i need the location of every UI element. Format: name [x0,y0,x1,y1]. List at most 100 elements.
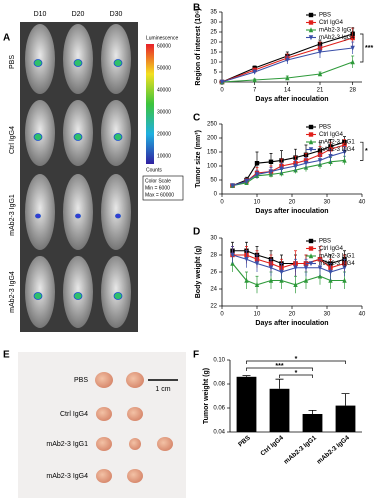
x-tick-label: 30 [324,312,331,318]
luminescence-spot [73,59,83,67]
luminescence-spot [35,213,41,219]
mouse-image [63,100,93,166]
mouse-image [63,174,93,250]
marker [252,77,257,83]
luminescence-spot [113,292,123,300]
day-label: D20 [72,11,85,18]
x-tick-label: 0 [220,88,224,94]
annotation: *** [365,45,373,52]
y-tick-label: 30 [210,20,217,26]
x-tick-label: mAb2-3 IgG1 [283,434,319,465]
group-label: PBS [9,55,16,69]
marker [350,45,355,51]
legend-marker [308,147,314,153]
marker [268,159,274,164]
y-tick-label: 150 [207,150,218,156]
legend-label: Ctrl IgG4 [319,246,344,252]
charts: 0 5 10 15 20 25 30 35 Region of interest (10⁶)B 0… [193,3,373,466]
marker [230,183,235,189]
marker [350,59,355,65]
marker [328,154,333,159]
legend-marker [308,261,314,267]
luminescence-spot [75,213,81,219]
marker [317,158,323,164]
y-tick-label: 5 [214,70,218,76]
marker [303,265,309,271]
marker [293,163,298,169]
colorbar-tick: 10000 [157,153,171,159]
mouse-image [101,174,131,250]
x-tick-label: 20 [289,200,296,206]
colorbar-tick: 30000 [157,109,171,115]
mouse-image [25,100,55,166]
marker [254,282,260,287]
y-tick-label: 28 [210,253,217,259]
y-tick-label: 30 [210,236,217,242]
marker [244,257,249,262]
colorbar-tick: 40000 [157,87,171,93]
y-tick-label: 0 [214,80,218,86]
y-tick-label: 0 [214,192,218,198]
mouse-image [25,24,55,94]
y-tick-label: 50 [210,178,217,184]
group-label: Ctrl IgG4 [60,411,88,418]
tumor-photo [96,407,112,421]
legend-marker [308,253,314,259]
mouse-image [101,256,131,328]
error-bar [308,410,317,414]
tumor-photo [126,372,144,388]
y-tick-label: 0.06 [213,406,225,412]
luminescence-spot [113,59,123,67]
y-tick-label: 24 [210,287,217,293]
significance-bracket [360,33,364,63]
legend-marker [308,139,314,145]
luminescence-spot [73,292,83,300]
x-tick-label: 7 [253,88,257,94]
y-tick-label: 0.04 [213,430,225,436]
x-tick-label: 40 [359,312,366,318]
marker [244,277,249,283]
series-line [232,141,345,187]
y-tick-label: 200 [207,136,218,142]
series-line [232,254,345,269]
x-axis-label: Days after inoculation [255,96,328,103]
colorbar-title: Luminescence [146,35,178,41]
mouse-image [63,256,93,328]
legend-label: PBS [319,125,331,131]
series-line [232,159,345,187]
marker [342,142,347,148]
tumor-photo [96,437,112,451]
panel-letter: C [193,113,200,124]
mouse-image [63,24,93,94]
luminescence-spot [113,133,123,141]
legend-marker [308,35,314,41]
colorbar-tick: 50000 [157,65,171,71]
legend-marker [308,132,314,137]
mouse-image [25,174,55,250]
legend-marker [308,27,314,33]
marker [317,49,323,55]
marker [268,277,274,283]
legend-marker [308,12,314,18]
group-label: PBS [74,377,88,384]
error-bar [275,378,284,389]
scale-box [142,175,184,201]
y-tick-label: 0.10 [213,358,225,364]
marker [268,169,274,175]
x-tick-label: 30 [324,200,331,206]
tumor-photo [157,437,173,451]
legend-label: mAb2-3 IgG4 [319,35,355,41]
panel-e: E PBS Ctrl IgG4 mAb2-3 IgG1 mAb2-3 IgG4 … [3,350,186,498]
day-label: D10 [34,11,47,18]
y-tick-label: 35 [210,10,217,16]
marker [285,57,290,63]
tumor-photo [95,372,113,388]
legend-marker [308,124,314,130]
legend-label: mAb2-3 IgG1 [319,140,355,146]
y-axis-label: Tumor weight (g) [203,368,210,424]
luminescence-spot [33,133,43,141]
significance-bracket [360,141,364,161]
legend-label: Ctrl IgG4 [319,20,344,26]
panel-letter: F [193,350,199,361]
x-tick-label: Ctrl IgG4 [259,434,285,457]
